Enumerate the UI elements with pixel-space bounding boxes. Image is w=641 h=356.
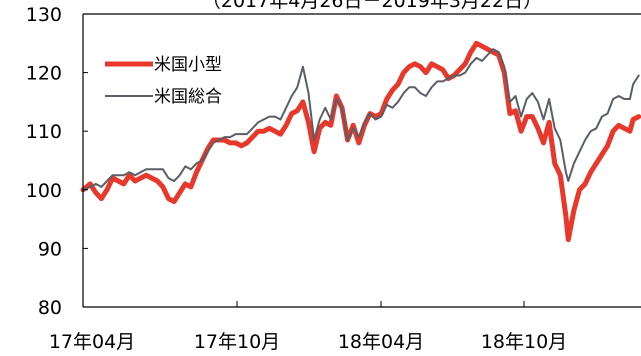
series-line-small-cap — [80, 40, 641, 243]
label-layer: 80 90 100 110 120 130 17年04月 17年10月 18年04月 18年10月 — [26, 4, 567, 353]
x-tick-label: 18年10月 — [481, 331, 567, 353]
y-tick-label: 120 — [26, 63, 62, 85]
legend-label: 米国小型 — [154, 55, 222, 75]
axis-layer — [82, 13, 641, 308]
x-tick-label: 18年04月 — [338, 331, 424, 353]
series-line-total — [82, 48, 640, 191]
series-layer — [80, 40, 641, 243]
x-tick-label: 17年10月 — [194, 331, 280, 353]
y-tick-label: 130 — [26, 4, 62, 26]
y-tick-label: 80 — [38, 297, 62, 319]
y-tick-label: 90 — [38, 238, 62, 260]
y-tick-label: 110 — [26, 121, 62, 143]
y-tick-label: 100 — [26, 180, 62, 202]
chart-subtitle: （2017年4月26日－2019年3月22日） — [202, 0, 542, 12]
x-tick-label: 17年04月 — [49, 331, 135, 353]
legend-label: 米国総合 — [154, 87, 222, 107]
